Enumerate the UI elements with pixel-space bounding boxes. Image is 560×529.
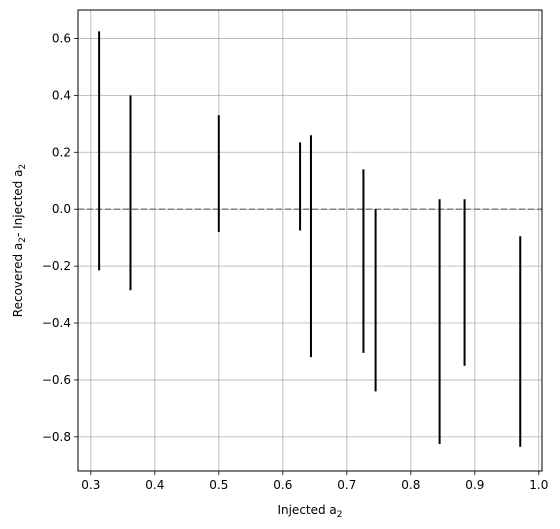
y-tick-label: −0.8: [42, 430, 71, 444]
y-tick-label: 0.2: [52, 145, 71, 159]
x-axis-label-subscript: 2: [337, 510, 343, 520]
x-tick-label: 0.4: [145, 478, 164, 492]
axis-ticks: 0.3 0.4 0.5 0.6 0.7 0.8 0.9 1.0 −0.8 −0.6 −0.4 −0.2…: [42, 31, 548, 492]
y-axis-label: Recovered a2- Injected a2: [11, 164, 28, 317]
y-tick-label: −0.6: [42, 373, 71, 387]
y-tick-label: 0.6: [52, 31, 71, 45]
y-tick-label: 0.4: [52, 88, 71, 102]
y-axis-label-subscript-2: 2: [18, 164, 28, 170]
x-tick-label: 0.8: [401, 478, 420, 492]
x-axis-label-main: Injected a: [277, 503, 336, 517]
y-tick-label: −0.2: [42, 259, 71, 273]
y-tick-label: −0.4: [42, 316, 71, 330]
x-tick-label: 0.9: [465, 478, 484, 492]
y-axis-label-part-2: - Injected a: [11, 170, 25, 237]
x-axis-label: Injected a2: [277, 503, 342, 520]
plot-frame: [77, 9, 543, 472]
error-bars: [98, 31, 522, 447]
y-tick-label: 0.0: [52, 202, 71, 216]
x-tick-label: 0.5: [209, 478, 228, 492]
y-axis-label-subscript-1: 2: [18, 237, 28, 243]
x-tick-label: 1.0: [529, 478, 548, 492]
x-tick-label: 0.6: [273, 478, 292, 492]
x-tick-label: 0.3: [81, 478, 100, 492]
x-tick-label: 0.7: [337, 478, 356, 492]
y-axis-label-part-1: Recovered a: [11, 243, 25, 317]
